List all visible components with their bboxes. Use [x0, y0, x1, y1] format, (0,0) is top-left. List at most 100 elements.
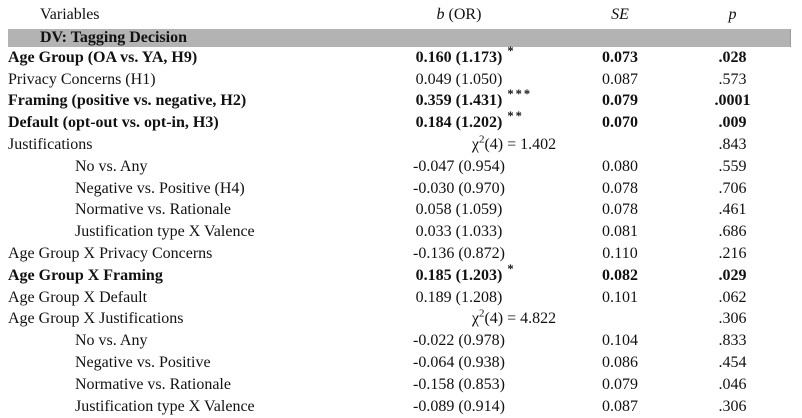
b-or-value: -0.047 (0.954)	[413, 157, 505, 175]
chi-square-value: χ2(4) = 1.402	[471, 133, 557, 154]
se-value: 0.101	[602, 288, 638, 306]
p-value: .833	[718, 332, 747, 350]
table-row: Framing (positive vs. negative, H2) 0.359…	[8, 87, 790, 113]
b-or-value: 0.184 (1.202) **	[415, 109, 524, 132]
se-value: 0.104	[602, 332, 638, 350]
row-label: Normative vs. Rationale	[75, 201, 231, 219]
section-label: DV: Tagging Decision	[8, 29, 791, 47]
row-label: Normative vs. Rationale	[75, 375, 231, 393]
col-header-b-or: b (OR)	[353, 0, 565, 29]
row-label: Justifications	[8, 136, 93, 154]
col-header-variables: Variables	[40, 5, 100, 23]
b-or-value: 0.189 (1.208)	[415, 288, 503, 306]
b-or-value: -0.158 (0.853)	[413, 375, 505, 393]
se-value: 0.070	[602, 114, 638, 132]
b-or-value: -0.089 (0.914)	[413, 397, 505, 415]
p-value: .306	[718, 397, 747, 415]
row-label: Age Group X Framing	[8, 266, 163, 284]
header-row: Variables b (OR) SE p	[8, 0, 790, 29]
table-row: Age Group X Justifications χ2(4) = 4.822.…	[8, 309, 790, 331]
row-label: Age Group (OA vs. YA, H9)	[8, 48, 198, 66]
p-value: .046	[718, 375, 747, 393]
b-or-value: 0.185 (1.203) *	[415, 261, 516, 284]
b-or-value: 0.160 (1.173) *	[415, 43, 516, 66]
row-label: Age Group X Justifications	[8, 310, 184, 328]
regression-results-table: Variables b (OR) SE p DV: Tagging Decisio…	[8, 0, 791, 418]
table-body: DV: Tagging Decision Age Group (OA vs. YA…	[8, 29, 791, 418]
b-or-value: -0.064 (0.938)	[413, 354, 505, 372]
p-value: .0001	[714, 92, 751, 110]
se-value: 0.082	[602, 266, 638, 284]
row-label: No vs. Any	[75, 157, 148, 175]
p-value: .029	[718, 266, 747, 284]
p-value: .706	[718, 179, 747, 197]
table-row: Age Group X Privacy Concerns -0.136 (0.87…	[8, 243, 790, 265]
se-value: 0.087	[602, 70, 638, 88]
p-value: .062	[718, 288, 747, 306]
table-row: Justifications χ2(4) = 1.402 .843	[8, 134, 790, 156]
row-label: Age Group X Privacy Concerns	[8, 245, 213, 263]
row-label: Negative vs. Positive (H4)	[75, 179, 245, 197]
b-italic-label: b	[436, 5, 445, 23]
se-value: 0.079	[602, 375, 638, 393]
significance-stars: *	[507, 43, 516, 58]
table-row: Age Group X Framing 0.185 (1.203) * 0.082 .0…	[8, 261, 790, 287]
table-row: Age Group X Default 0.189 (1.208) 0.101 .06…	[8, 287, 790, 309]
significance-stars: **	[507, 109, 524, 124]
b-or-value: 0.049 (1.050)	[415, 70, 503, 88]
section-row: DV: Tagging Decision	[8, 29, 791, 47]
b-or-value: -0.022 (0.978)	[413, 332, 505, 350]
significance-stars: ***	[507, 87, 533, 102]
p-value: .573	[718, 70, 747, 88]
p-value: .686	[718, 223, 747, 241]
p-value: .009	[718, 114, 747, 132]
b-or-value: -0.136 (0.872)	[413, 245, 505, 263]
se-value: 0.110	[602, 245, 638, 263]
se-value: 0.086	[602, 354, 638, 372]
se-value: 0.081	[602, 223, 638, 241]
se-value: 0.078	[602, 179, 638, 197]
p-value: .216	[718, 245, 747, 263]
or-label: (OR)	[448, 5, 482, 23]
p-value: .843	[718, 136, 747, 154]
row-label: Negative vs. Positive	[75, 354, 211, 372]
p-value: .461	[718, 201, 747, 219]
table-row: Default (opt-out vs. opt-in, H3) 0.184 (1…	[8, 109, 790, 134]
p-italic-label: p	[728, 5, 737, 23]
p-value: .028	[718, 48, 747, 66]
se-value: 0.080	[602, 157, 638, 175]
table-row: Negative vs. Positive -0.064 (0.938) 0.086…	[8, 352, 790, 374]
p-value: .306	[718, 310, 747, 328]
significance-stars: *	[507, 261, 516, 276]
table-row: Privacy Concerns (H1) 0.049 (1.050) 0.087.…	[8, 69, 790, 91]
col-header-p: p	[675, 0, 790, 29]
b-or-value: 0.033 (1.033)	[415, 223, 503, 241]
b-or-value: 0.359 (1.431) ***	[415, 87, 533, 110]
table-row: Age Group (OA vs. YA, H9) 0.160 (1.173) * 0…	[8, 43, 790, 69]
row-label: No vs. Any	[75, 332, 148, 350]
row-label: Default (opt-out vs. opt-in, H3)	[8, 114, 219, 132]
table-row: Justification type X Valence 0.033 (1.033…	[8, 221, 790, 243]
p-value: .559	[718, 157, 747, 175]
p-value: .454	[718, 354, 747, 372]
table-row: Negative vs. Positive (H4) -0.030 (0.970)…	[8, 178, 790, 200]
table-row: No vs. Any -0.047 (0.954) 0.080 .559	[8, 156, 790, 178]
se-value: 0.079	[602, 92, 638, 110]
table-row: Justification type X Valence -0.089 (0.91…	[8, 396, 790, 418]
se-value: 0.087	[602, 397, 638, 415]
table-row: Normative vs. Rationale 0.058 (1.059) 0.07…	[8, 200, 790, 222]
se-value: 0.078	[602, 201, 638, 219]
row-label: Framing (positive vs. negative, H2)	[8, 92, 247, 110]
row-label: Age Group X Default	[8, 288, 148, 306]
table-row: Normative vs. Rationale -0.158 (0.853) 0.0…	[8, 374, 790, 396]
row-label: Justification type X Valence	[75, 397, 255, 415]
b-or-value: -0.030 (0.970)	[413, 179, 505, 197]
chi-square-value: χ2(4) = 4.822	[471, 308, 557, 328]
se-italic-label: SE	[611, 5, 629, 23]
b-or-value: 0.058 (1.059)	[415, 201, 503, 219]
col-header-se: SE	[565, 0, 675, 29]
row-label: Justification type X Valence	[75, 223, 255, 241]
table-row: No vs. Any -0.022 (0.978) 0.104 .833	[8, 330, 790, 352]
row-label: Privacy Concerns (H1)	[8, 70, 156, 88]
